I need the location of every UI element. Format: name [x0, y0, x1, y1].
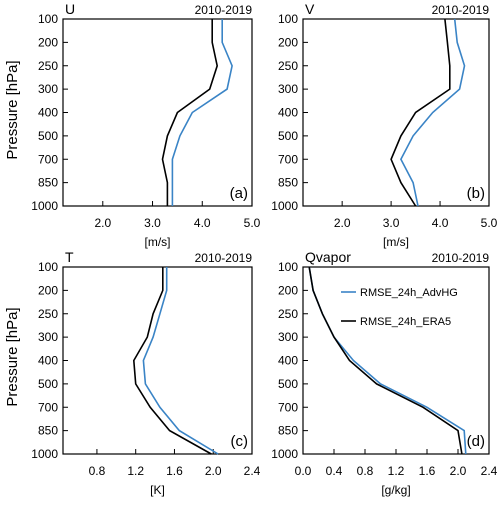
y-tick-label: 1000 — [31, 447, 58, 461]
panel-tag: (d) — [467, 433, 485, 450]
y-tick-label: 700 — [38, 152, 58, 166]
panel-tag: (a) — [230, 185, 248, 202]
x-tick-label: 2.4 — [244, 464, 261, 478]
y-tick-label: 100 — [38, 12, 58, 26]
x-axis-label: [m/s] — [383, 235, 409, 249]
y-tick-label: 500 — [38, 377, 58, 391]
y-tick-label: 1000 — [31, 199, 58, 213]
x-tick-label: 1.2 — [388, 464, 405, 478]
legend-entry-advhg-label: RMSE_24h_AdvHG — [360, 287, 458, 299]
panel-period: 2010-2019 — [432, 251, 490, 265]
x-tick-label: 1.2 — [127, 464, 144, 478]
panel-title: V — [305, 1, 315, 17]
x-tick-label: 4.0 — [432, 216, 449, 230]
x-tick-label: 3.0 — [383, 216, 400, 230]
y-tick-label: 200 — [38, 35, 58, 49]
x-tick-label: 0.4 — [326, 464, 343, 478]
series-line-advhg — [142, 267, 219, 455]
y-tick-label: 300 — [38, 330, 58, 344]
y-tick-label: 850 — [38, 176, 58, 190]
y-tick-label: 1000 — [271, 199, 298, 213]
y-tick-label: 700 — [278, 400, 298, 414]
y-tick-label: 400 — [278, 354, 298, 368]
x-tick-label: 4.0 — [194, 216, 211, 230]
panel-title: T — [65, 249, 74, 265]
panel-title: Qvapor — [305, 249, 351, 265]
y-tick-label: 300 — [38, 82, 58, 96]
y-tick-label: 500 — [38, 129, 58, 143]
x-tick-label: 2.0 — [450, 464, 467, 478]
y-tick-label: 700 — [38, 400, 58, 414]
panel-tag: (c) — [231, 433, 249, 450]
panel-period: 2010-2019 — [195, 3, 253, 17]
x-tick-label: 3.0 — [144, 216, 161, 230]
y-tick-label: 1000 — [271, 447, 298, 461]
y-tick-label: 400 — [278, 106, 298, 120]
y-tick-label: 100 — [278, 260, 298, 274]
series-line-advhg — [171, 19, 233, 206]
series-line-era5 — [132, 267, 212, 455]
legend: RMSE_24h_AdvHG RMSE_24h_ERA5 — [341, 287, 458, 328]
series-line-era5 — [161, 19, 219, 206]
panel-period: 2010-2019 — [432, 3, 490, 17]
y-tick-label: 500 — [278, 129, 298, 143]
x-axis-label: [m/s] — [145, 235, 171, 249]
legend-entry-era5-label: RMSE_24h_ERA5 — [360, 316, 451, 328]
y-axis-label-bottom: Pressure [hPa] — [4, 307, 21, 406]
y-tick-label: 250 — [38, 307, 58, 321]
x-tick-label: 1.6 — [166, 464, 183, 478]
y-tick-label: 850 — [278, 424, 298, 438]
y-tick-label: 250 — [38, 59, 58, 73]
y-axis-label-top: Pressure [hPa] — [4, 60, 21, 159]
series-line-advhg — [399, 18, 466, 207]
x-axis-label: [K] — [150, 483, 165, 497]
series-line-era5 — [390, 18, 451, 207]
x-tick-label: 5.0 — [244, 216, 261, 230]
x-tick-label: 2.0 — [205, 464, 222, 478]
y-tick-label: 850 — [278, 176, 298, 190]
x-axis-label: [g/kg] — [381, 483, 410, 497]
panel-period: 2010-2019 — [195, 251, 253, 265]
x-tick-label: 1.6 — [419, 464, 436, 478]
plot-frame — [302, 18, 490, 207]
panel-4: 100 200 250 300 400 500 700 850 1000 0.0 0.4 0.8 1.2… — [271, 249, 497, 497]
y-tick-label: 300 — [278, 82, 298, 96]
x-tick-label: 2.0 — [334, 216, 351, 230]
y-tick-label: 500 — [278, 377, 298, 391]
y-tick-label: 200 — [278, 283, 298, 297]
series-line-era5 — [308, 266, 463, 455]
y-tick-label: 100 — [38, 260, 58, 274]
x-tick-label: 5.0 — [481, 216, 498, 230]
panel-1: 100 200 250 300 400 500 700 850 1000 2.0 3.0 4.0 5.0… — [31, 1, 260, 249]
y-tick-label: 250 — [278, 307, 298, 321]
y-tick-label: 200 — [278, 35, 298, 49]
y-tick-label: 850 — [38, 424, 58, 438]
y-tick-label: 200 — [38, 283, 58, 297]
y-tick-label: 700 — [278, 152, 298, 166]
x-tick-label: 0.8 — [357, 464, 374, 478]
plot-frame — [62, 266, 253, 455]
y-tick-label: 300 — [278, 330, 298, 344]
y-tick-label: 400 — [38, 354, 58, 368]
x-tick-label: 2.4 — [481, 464, 498, 478]
x-tick-label: 0.0 — [295, 464, 312, 478]
y-tick-label: 250 — [278, 59, 298, 73]
x-tick-label: 2.0 — [94, 216, 111, 230]
y-tick-label: 400 — [38, 106, 58, 120]
x-tick-label: 0.8 — [89, 464, 106, 478]
panel-3: 100 200 250 300 400 500 700 850 1000 0.8 1.2 1.6 2.0… — [31, 249, 260, 497]
panel-2: 100 200 250 300 400 500 700 850 1000 2.0 3.0 4.0 5.0… — [271, 1, 497, 249]
y-tick-label: 100 — [278, 12, 298, 26]
panel-tag: (b) — [467, 185, 485, 202]
panel-title: U — [65, 1, 75, 17]
